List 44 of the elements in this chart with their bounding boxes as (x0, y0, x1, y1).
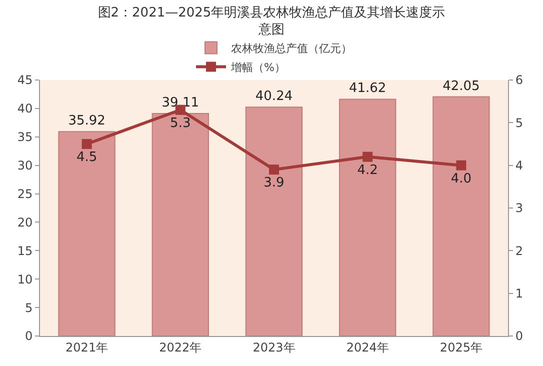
point (362, 152, 373, 162)
y2-tick-label: 4 (515, 158, 524, 173)
y2-tick-label: 0 (515, 329, 524, 344)
data-label: 3.9 (264, 176, 284, 191)
data-label: 4.0 (450, 171, 472, 186)
y-tick-label: 45 (17, 73, 33, 88)
x-tick-label: 2022年 (159, 340, 202, 354)
bar (432, 96, 490, 336)
point (269, 164, 279, 175)
legend-label: 增幅（%） (230, 61, 286, 74)
y-tick-label: 25 (17, 186, 33, 201)
y-tick-label: 30 (17, 158, 33, 173)
y-tick-label: 15 (17, 244, 33, 258)
y-tick-label: 5 (24, 300, 33, 315)
y-tick-label: 35 (17, 130, 33, 144)
x-tick-label: 2021年 (66, 340, 108, 354)
legend-label: 农林牧渔总产值（亿元） (231, 42, 352, 56)
data-label: 5.3 (170, 116, 191, 131)
y-tick-label: 40 (17, 102, 33, 116)
y2-tick-label: 5 (515, 116, 524, 130)
y-tick-label: 10 (17, 272, 33, 286)
data-label: 42.05 (442, 78, 480, 94)
x-tick-label: 2025年 (440, 340, 482, 354)
point (82, 139, 92, 149)
data-label: 4.5 (76, 150, 98, 165)
data-label: 4.2 (357, 162, 378, 178)
bar (152, 113, 209, 336)
bar (339, 98, 396, 336)
y2-tick-label: 6 (515, 73, 524, 88)
y2-tick-label: 3 (515, 201, 524, 216)
chart-title: 图2：2021—2025年明溪县农林牧渔总产值及其增长速度示意图 (98, 4, 446, 38)
data-label: 35.92 (68, 114, 106, 129)
y2-tick-label: 1 (515, 286, 524, 301)
y-tick-label: 20 (17, 215, 33, 230)
point (456, 160, 466, 170)
bar (58, 131, 116, 336)
y2-tick-label: 2 (515, 244, 524, 258)
data-label: 40.24 (255, 89, 293, 104)
x-tick-label: 2023年 (252, 340, 296, 354)
y-tick-label: 0 (24, 329, 33, 344)
data-label: 39.11 (162, 96, 200, 111)
x-tick-label: 2024年 (346, 340, 389, 354)
bar (245, 106, 303, 336)
data-label: 41.62 (348, 81, 386, 96)
